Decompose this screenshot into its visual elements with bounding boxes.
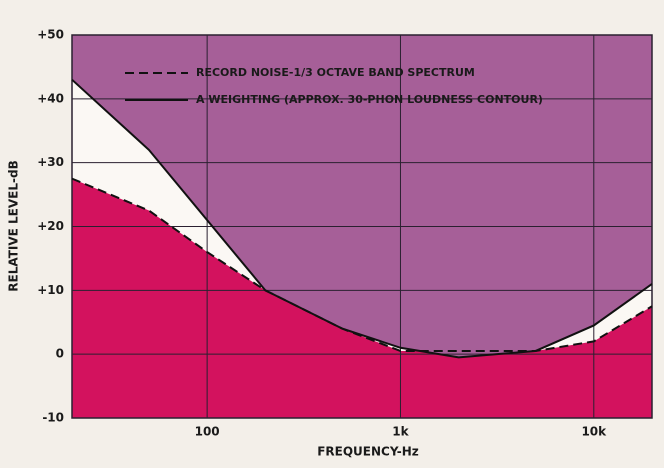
y-tick-label: -10 [42,411,64,425]
legend-label: RECORD NOISE-1/3 OCTAVE BAND SPECTRUM [196,66,475,79]
y-tick-label: 0 [56,347,64,361]
line [71,177,653,352]
area-below [72,178,652,418]
y-tick-label: +10 [37,283,64,297]
y-tick-label: +50 [37,28,64,42]
y-axis-title: RELATIVE LEVEL-dB [7,160,21,291]
y-tick-label: +30 [37,155,64,169]
legend: RECORD NOISE-1/3 OCTAVE BAND SPECTRUM A W… [125,66,543,106]
plot-frame [71,34,653,419]
x-axis-title: FREQUENCY-Hz [317,445,419,459]
y-tick-label: +20 [37,219,64,233]
legend-label: A WEIGHTING (APPROX. 30-PHON LOUDNESS CO… [196,93,543,106]
x-tick-label: 100 [195,425,220,439]
x-tick-label: 10k [581,425,607,439]
x-tick-label: 1k [392,425,409,439]
line [71,78,653,359]
area-above [72,35,652,358]
y-tick-label: +40 [37,91,64,105]
